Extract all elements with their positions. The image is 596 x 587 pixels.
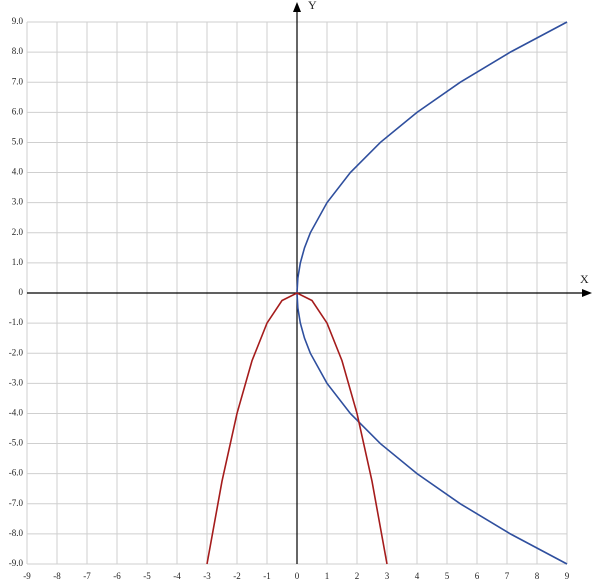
x-tick-label: 5: [445, 571, 450, 581]
x-tick-label: 8: [535, 571, 540, 581]
y-tick-label: 9.0: [12, 16, 24, 26]
y-tick-label: 0: [19, 287, 24, 297]
x-tick-label: -4: [173, 571, 181, 581]
y-tick-label: 3.0: [12, 197, 24, 207]
y-tick-label: 7.0: [12, 76, 24, 86]
x-tick-label: -1: [263, 571, 271, 581]
y-tick-label: -6.0: [9, 468, 24, 478]
y-tick-label: -2.0: [9, 347, 24, 357]
y-tick-label: -4.0: [9, 408, 24, 418]
y-tick-label: -1.0: [9, 317, 24, 327]
y-tick-label: -8.0: [9, 528, 24, 538]
y-axis-label: Y: [308, 0, 317, 12]
x-axis-arrow: [582, 289, 592, 297]
y-tick-label: 1.0: [12, 257, 24, 267]
x-tick-label: 3: [385, 571, 390, 581]
y-tick-label: 8.0: [12, 46, 24, 56]
y-tick-label: 6.0: [12, 106, 24, 116]
x-axis-label: X: [580, 272, 589, 286]
x-tick-label: -7: [83, 571, 91, 581]
y-tick-label: 4.0: [12, 167, 24, 177]
y-tick-label: 5.0: [12, 137, 24, 147]
x-tick-label: 2: [355, 571, 360, 581]
x-tick-label: -3: [203, 571, 211, 581]
x-tick-label: 6: [475, 571, 480, 581]
y-tick-label: -3.0: [9, 377, 24, 387]
x-tick-label: -6: [113, 571, 121, 581]
y-tick-label: 2.0: [12, 227, 24, 237]
curve: [206, 292, 388, 565]
x-tick-label: -9: [23, 571, 31, 581]
x-tick-label: 1: [325, 571, 330, 581]
y-tick-label: -5.0: [9, 438, 24, 448]
y-tick-label: -9.0: [9, 558, 24, 568]
x-tick-label: -8: [53, 571, 61, 581]
x-tick-label: -2: [233, 571, 241, 581]
x-tick-label: 4: [415, 571, 420, 581]
x-tick-label: 0: [295, 571, 300, 581]
y-tick-label: -7.0: [9, 498, 24, 508]
y-axis-arrow: [293, 2, 301, 12]
x-tick-label: 7: [505, 571, 510, 581]
x-tick-label: -5: [143, 571, 151, 581]
x-tick-label: 9: [565, 571, 570, 581]
